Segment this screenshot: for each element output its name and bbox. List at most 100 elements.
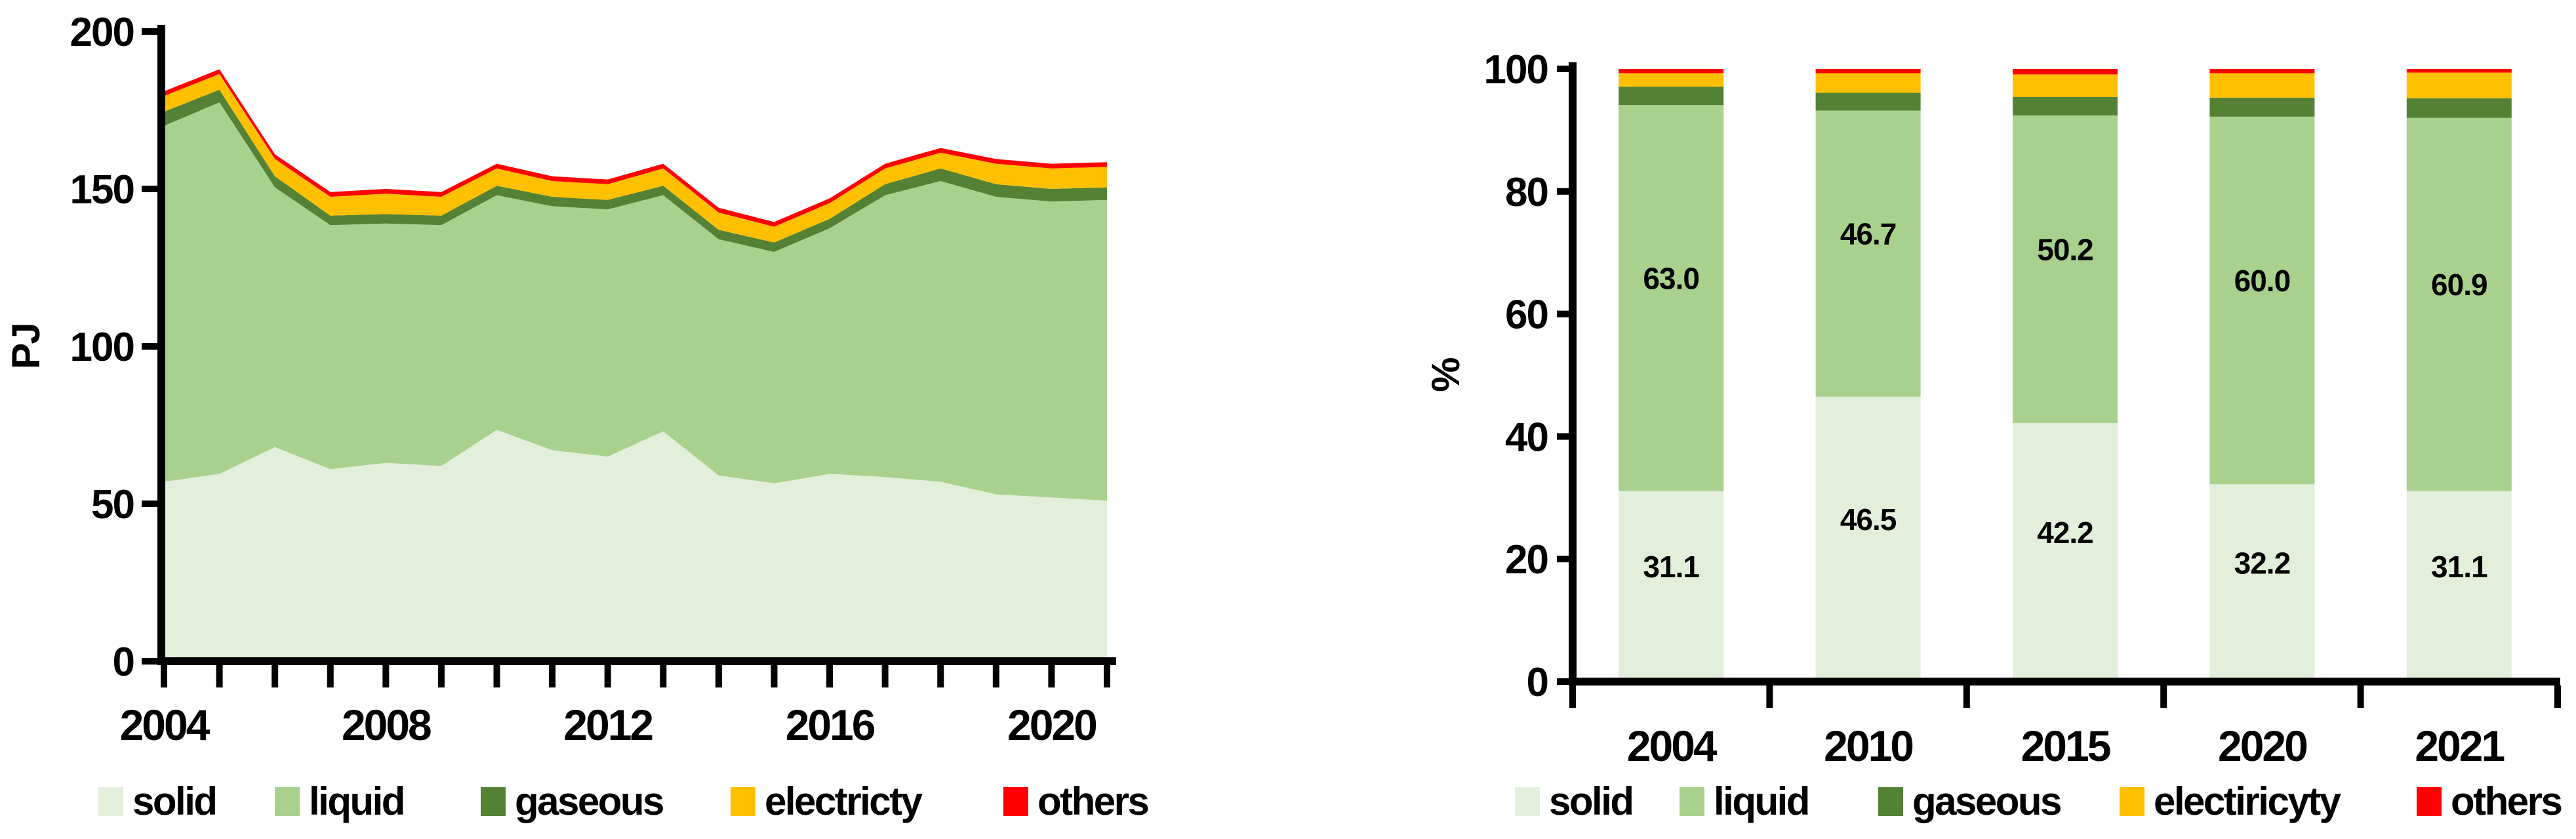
bar-segment-liquid (2013, 115, 2118, 423)
bar-value-label: 60.9 (2431, 268, 2487, 302)
bar-segment-gaseous (2209, 97, 2315, 117)
y-tick (142, 343, 157, 350)
electricity-swatch-icon (2120, 787, 2144, 816)
bar-segment-liquid (1619, 105, 1724, 491)
x-tick-label: 2021 (2415, 722, 2504, 770)
x-tick (937, 665, 944, 687)
legend-item-liquid: liquid (1680, 779, 1810, 823)
bar-segment-others (2406, 69, 2512, 73)
bar-segment-liquid (1815, 110, 1921, 397)
bar-segment-electiricyty (1619, 73, 1724, 87)
bar-segment-gaseous (1815, 92, 1921, 111)
bar-value-label: 46.5 (1840, 502, 1897, 537)
y-tick (142, 186, 157, 192)
legend-label: gaseous (515, 779, 664, 823)
legend-label: others (2451, 779, 2563, 823)
area-chart-legend: solid liquid gaseous electricty others (0, 779, 2576, 825)
bar-segment-others (1619, 69, 1724, 73)
others-swatch-icon (2417, 787, 2442, 816)
legend-label: gaseous (1912, 779, 2062, 823)
legend-label: others (1037, 779, 1150, 823)
x-tick-label: 2015 (2021, 722, 2110, 770)
legend-label: solid (132, 779, 218, 823)
y-tick (1557, 556, 1569, 563)
area-chart: 0 50 100 150 200 2004 2008 2012 2016 2020 PJ (4, 10, 1116, 749)
x-tick (771, 665, 778, 687)
x-tick (382, 665, 390, 687)
bar-segment-solid (2406, 491, 2512, 682)
y-tick-label: 60 (1505, 293, 1548, 338)
bar-segment-solid (2209, 484, 2315, 682)
y-axis-title: % (1424, 358, 1468, 392)
bar-segment-liquid (2406, 117, 2512, 491)
gaseous-swatch-icon (481, 787, 506, 816)
bar-segment-solid (2013, 422, 2118, 682)
legend-item-solid: solid (1515, 782, 1634, 821)
bar-value-label: 63.0 (1643, 261, 1699, 295)
bar-series-group (1619, 69, 2512, 682)
legend-label: liquid (309, 779, 405, 823)
x-tick (992, 665, 999, 687)
y-tick (142, 28, 157, 35)
area-series-solid (164, 430, 1107, 661)
x-tick (1048, 665, 1055, 687)
x-tick (604, 665, 611, 687)
x-tick (881, 665, 889, 687)
x-tick (216, 665, 223, 687)
bar-chart-legend: solid liquid gaseous electiricyty others (0, 779, 2576, 825)
stacked-bar-chart: 31.1 46.5 42.2 32.2 31.1 63.0 46.7 50.2 60.0 60.9… (1424, 47, 2561, 770)
x-tick-label: 2004 (1627, 722, 1718, 770)
x-tick (660, 665, 667, 687)
x-tick (2357, 686, 2364, 708)
bar-data-labels: 31.1 46.5 42.2 32.2 31.1 63.0 46.7 50.2 60.0 60.9 (1643, 217, 2488, 584)
area-series-liquid (164, 102, 1107, 501)
liquid-swatch-icon (1680, 787, 1704, 816)
bar-segment-solid (1815, 396, 1921, 682)
solid-swatch-icon (98, 787, 123, 816)
y-tick-label: 50 (91, 482, 134, 527)
y-tick-label: 100 (1484, 47, 1548, 92)
bar-segment-electiricyty (1815, 73, 1921, 93)
y-tick-label: 150 (70, 167, 134, 213)
bar-segment-liquid (2209, 116, 2315, 485)
x-tick-label: 2010 (1824, 722, 1912, 770)
x-tick-label: 2008 (342, 701, 431, 749)
legend-item-others: others (1003, 779, 1150, 823)
electricity-swatch-icon (731, 787, 755, 816)
x-tick (1104, 665, 1110, 687)
bar-value-label: 42.2 (2037, 516, 2093, 550)
x-tick-label: 2020 (1007, 701, 1096, 749)
bar-segment-electiricyty (2209, 73, 2315, 98)
x-tick-label: 2016 (786, 701, 875, 749)
bar-segment-others (2209, 69, 2315, 73)
legend-item-solid: solid (98, 779, 218, 823)
bar-segment-others (1815, 69, 1921, 73)
bar-value-label: 31.1 (1643, 550, 1699, 584)
y-tick (1557, 433, 1569, 440)
y-axis-line (1569, 62, 1577, 686)
legend-item-electiricyty: electiricyty (2120, 782, 2341, 821)
legend-label: liquid (1714, 779, 1810, 823)
bar-segment-gaseous (1619, 87, 1724, 106)
legend-item-electricty: electricty (731, 779, 923, 823)
bar-segment-solid (1619, 491, 1724, 682)
x-tick (826, 665, 834, 687)
others-swatch-icon (1003, 787, 1028, 816)
x-tick (2160, 686, 2167, 708)
legend-label: electricty (765, 779, 923, 823)
legend-item-gaseous: gaseous (1878, 779, 2062, 823)
liquid-swatch-icon (275, 787, 300, 816)
bar-value-label: 60.0 (2234, 264, 2291, 298)
y-tick-label: 80 (1505, 170, 1548, 215)
bar-segment-others (2013, 69, 2118, 75)
y-tick-label: 100 (70, 325, 134, 370)
area-series-electricty (164, 73, 1107, 243)
x-tick (2554, 686, 2561, 708)
gaseous-swatch-icon (1878, 787, 1903, 816)
y-tick (1557, 188, 1569, 195)
bar-segment-gaseous (2013, 96, 2118, 115)
x-axis-line (157, 657, 1116, 665)
area-series-group (164, 69, 1107, 661)
bar-value-label: 50.2 (2037, 232, 2093, 266)
